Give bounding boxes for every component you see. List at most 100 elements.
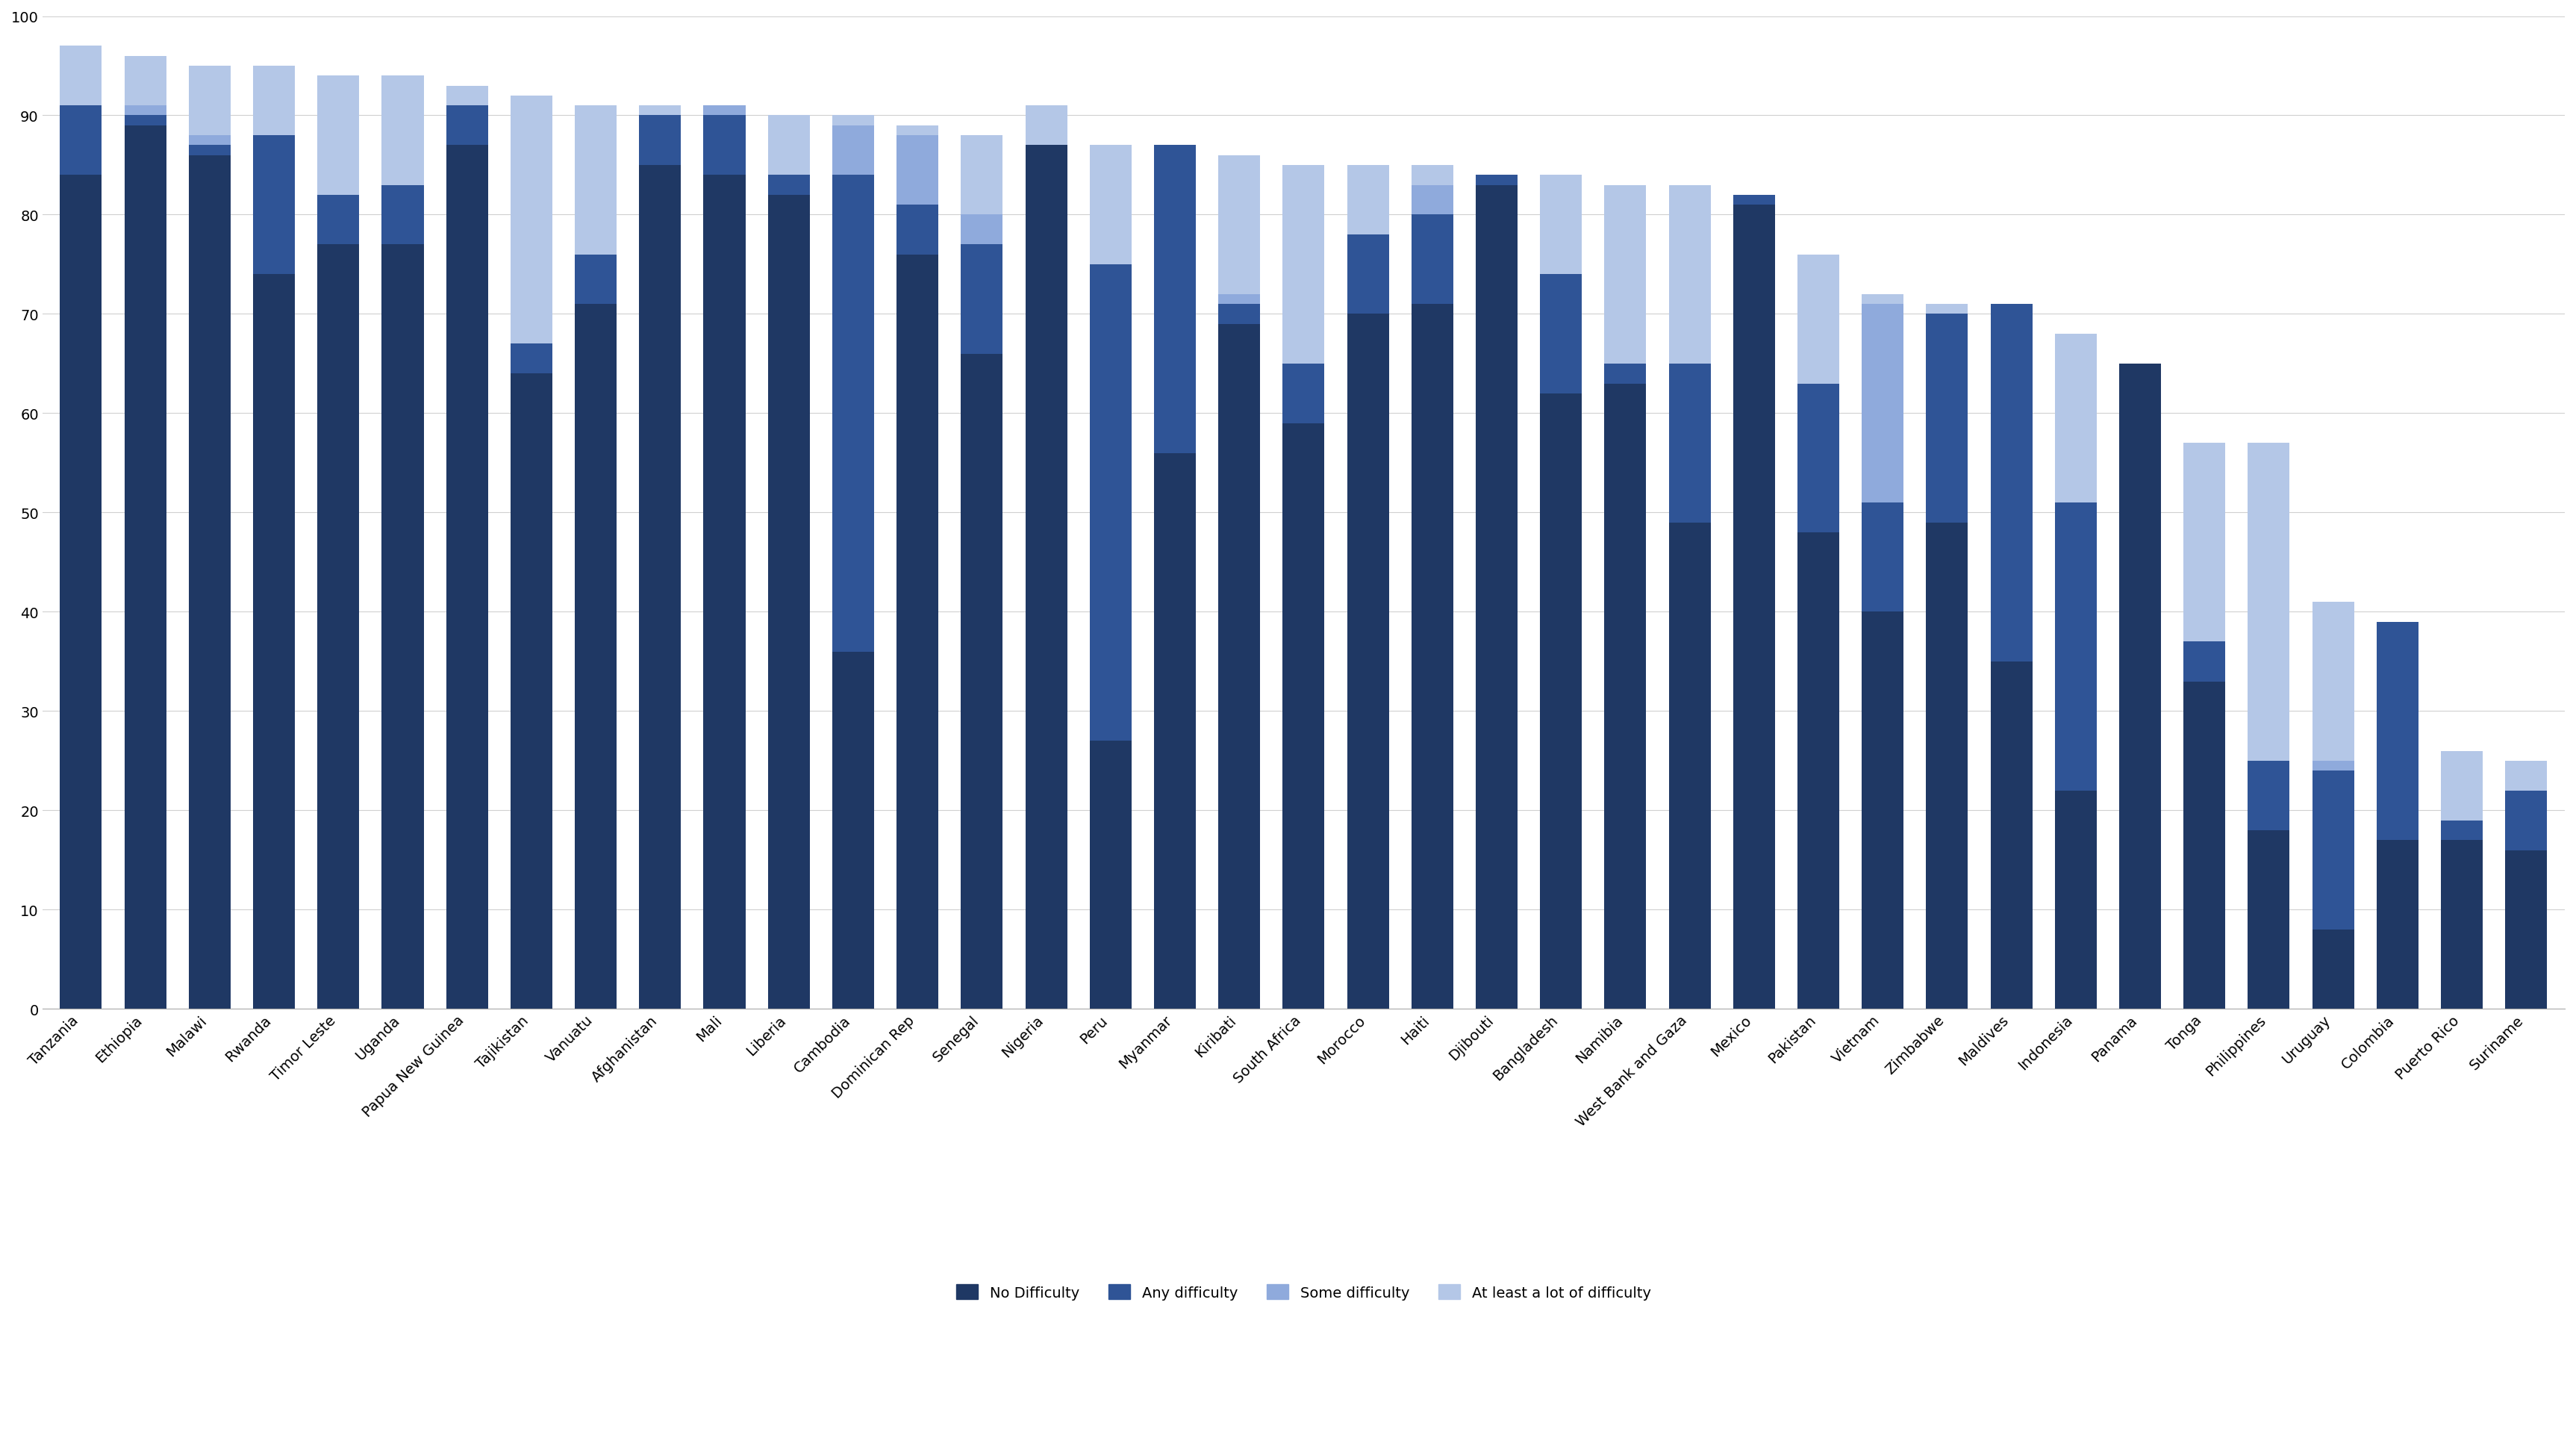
Bar [2506, 762, 2548, 790]
Bar [1540, 176, 1582, 274]
Bar [1927, 314, 1968, 523]
Bar [2184, 682, 2226, 1009]
Bar [574, 304, 616, 1009]
Bar [2378, 622, 2419, 840]
Bar [574, 106, 616, 254]
Bar [510, 374, 551, 1009]
Bar [2442, 752, 2483, 820]
Bar [1605, 364, 1646, 384]
Bar [1798, 384, 1839, 533]
Bar [1669, 523, 1710, 1009]
Bar [832, 652, 873, 1009]
Bar [703, 176, 744, 1009]
Bar [1734, 196, 1775, 206]
Bar [124, 106, 167, 116]
Bar [188, 66, 232, 136]
Bar [2506, 850, 2548, 1009]
Bar [1347, 166, 1388, 236]
Bar [446, 86, 487, 106]
Bar [317, 76, 358, 196]
Bar [1412, 216, 1453, 304]
Bar [1669, 364, 1710, 523]
Bar [1283, 166, 1324, 364]
Bar [1218, 324, 1260, 1009]
Bar [1862, 304, 1904, 503]
Bar [768, 196, 809, 1009]
Bar [1025, 106, 1066, 146]
Bar [703, 106, 744, 116]
Bar [59, 106, 103, 176]
Bar [1476, 176, 1517, 186]
Bar [2184, 443, 2226, 642]
Bar [961, 136, 1002, 216]
Bar [768, 176, 809, 196]
Bar [1605, 384, 1646, 1009]
Bar [574, 254, 616, 304]
Bar [2442, 820, 2483, 840]
Bar [252, 66, 294, 136]
Bar [1412, 166, 1453, 186]
Bar [381, 186, 422, 244]
Bar [1798, 533, 1839, 1009]
Bar [896, 136, 938, 206]
Bar [1734, 206, 1775, 1009]
Bar [252, 136, 294, 274]
Bar [317, 196, 358, 244]
Bar [1927, 304, 1968, 314]
Bar [2056, 503, 2097, 790]
Bar [1669, 186, 1710, 364]
Bar [510, 96, 551, 344]
Bar [446, 106, 487, 146]
Bar [124, 57, 167, 106]
Bar [2313, 603, 2354, 762]
Bar [381, 76, 422, 186]
Bar [2249, 830, 2290, 1009]
Legend: No Difficulty, Any difficulty, Some difficulty, At least a lot of difficulty: No Difficulty, Any difficulty, Some diff… [956, 1285, 1651, 1300]
Bar [896, 206, 938, 254]
Bar [1412, 186, 1453, 216]
Bar [2249, 443, 2290, 762]
Bar [2249, 762, 2290, 830]
Bar [768, 116, 809, 176]
Bar [1798, 254, 1839, 384]
Bar [446, 146, 487, 1009]
Bar [1927, 523, 1968, 1009]
Bar [188, 136, 232, 146]
Bar [1090, 264, 1131, 742]
Bar [639, 106, 680, 116]
Bar [2378, 840, 2419, 1009]
Bar [896, 126, 938, 136]
Bar [1154, 453, 1195, 1009]
Bar [1025, 106, 1066, 146]
Bar [1025, 146, 1066, 1009]
Bar [2184, 642, 2226, 682]
Bar [832, 116, 873, 126]
Bar [1991, 662, 2032, 1009]
Bar [1540, 394, 1582, 1009]
Bar [1605, 186, 1646, 364]
Bar [381, 244, 422, 1009]
Bar [896, 254, 938, 1009]
Bar [961, 216, 1002, 244]
Bar [1218, 304, 1260, 324]
Bar [1862, 294, 1904, 304]
Bar [832, 126, 873, 176]
Bar [1476, 186, 1517, 1009]
Bar [1090, 146, 1131, 264]
Bar [2120, 364, 2161, 1009]
Bar [1283, 364, 1324, 423]
Bar [1412, 304, 1453, 1009]
Bar [1283, 423, 1324, 1009]
Bar [639, 116, 680, 166]
Bar [2056, 334, 2097, 503]
Bar [1218, 156, 1260, 294]
Bar [1154, 146, 1195, 453]
Bar [124, 126, 167, 1009]
Bar [961, 354, 1002, 1009]
Bar [1090, 742, 1131, 1009]
Bar [2313, 772, 2354, 930]
Bar [188, 156, 232, 1009]
Bar [961, 244, 1002, 354]
Bar [1218, 294, 1260, 304]
Bar [317, 244, 358, 1009]
